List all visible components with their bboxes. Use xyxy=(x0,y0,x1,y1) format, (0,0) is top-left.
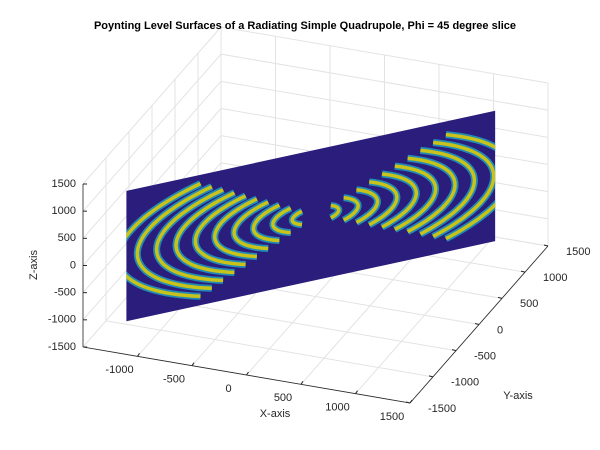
field-pattern xyxy=(126,131,496,300)
field-band xyxy=(330,203,341,220)
x-tick-label: 1000 xyxy=(325,402,349,414)
field-band xyxy=(212,197,258,259)
grid-line xyxy=(220,26,549,84)
tick-mark xyxy=(191,362,195,366)
field-band xyxy=(126,182,202,299)
tick-mark xyxy=(543,244,549,247)
grid-line xyxy=(82,81,222,239)
field-band xyxy=(445,132,496,241)
field-band xyxy=(393,164,438,231)
z-tick-label: -500 xyxy=(54,287,76,299)
z-tick-label: 0 xyxy=(70,259,76,271)
tick-mark xyxy=(474,323,480,325)
field-band xyxy=(355,188,380,224)
field-band xyxy=(406,156,457,234)
field-band xyxy=(174,191,236,275)
field-band xyxy=(368,180,399,227)
x-tick-label: -1000 xyxy=(105,364,133,376)
field-band xyxy=(251,203,281,243)
y-tick-label: 1500 xyxy=(566,246,590,258)
tick-mark xyxy=(137,353,140,357)
z-tick-label: -1500 xyxy=(48,341,76,353)
tick-mark xyxy=(355,390,358,394)
grid-line xyxy=(82,53,222,212)
x-tick-label: 500 xyxy=(274,392,292,404)
z-tick-label: 500 xyxy=(58,232,76,244)
chart-title: Poynting Level Surfaces of a Radiating S… xyxy=(94,20,516,32)
field-band xyxy=(432,140,496,238)
field-band xyxy=(419,148,477,236)
surface xyxy=(126,110,496,322)
tick-mark xyxy=(428,375,434,378)
field-band xyxy=(342,195,360,222)
y-tick-label: 1000 xyxy=(543,272,567,284)
y-tick-label: -1000 xyxy=(451,377,479,389)
field-band xyxy=(290,209,303,227)
z-tick-label: -1000 xyxy=(48,314,76,326)
tick-mark xyxy=(497,296,503,299)
y-axis-label: Y-axis xyxy=(503,390,533,402)
field-band xyxy=(135,185,213,291)
x-axis-label: X-axis xyxy=(260,408,291,420)
tick-mark xyxy=(246,371,249,376)
field-band xyxy=(154,188,224,283)
z-axis-label: Z-axis xyxy=(28,250,40,280)
grid-line xyxy=(82,26,222,185)
grid-line xyxy=(105,320,434,378)
y-tick-label: -500 xyxy=(474,351,496,363)
tick-mark xyxy=(300,381,304,385)
field-band xyxy=(381,172,419,229)
x-tick-label: 1500 xyxy=(380,411,404,423)
y-tick-label: 0 xyxy=(497,324,503,336)
tick-mark xyxy=(520,270,526,273)
tick-mark xyxy=(451,349,457,352)
x-tick-label: -500 xyxy=(163,374,185,386)
tick-mark xyxy=(405,401,411,404)
field-band xyxy=(232,200,269,251)
field-band xyxy=(271,206,292,235)
field-band xyxy=(193,194,247,267)
x-tick-label: 0 xyxy=(225,383,231,395)
grid-line xyxy=(220,53,549,111)
z-tick-label: 1500 xyxy=(52,178,76,190)
y-tick-label: -1500 xyxy=(428,403,456,415)
tick-mark xyxy=(409,399,413,404)
y-tick-label: 500 xyxy=(520,298,538,310)
z-tick-label: 1000 xyxy=(52,205,76,217)
